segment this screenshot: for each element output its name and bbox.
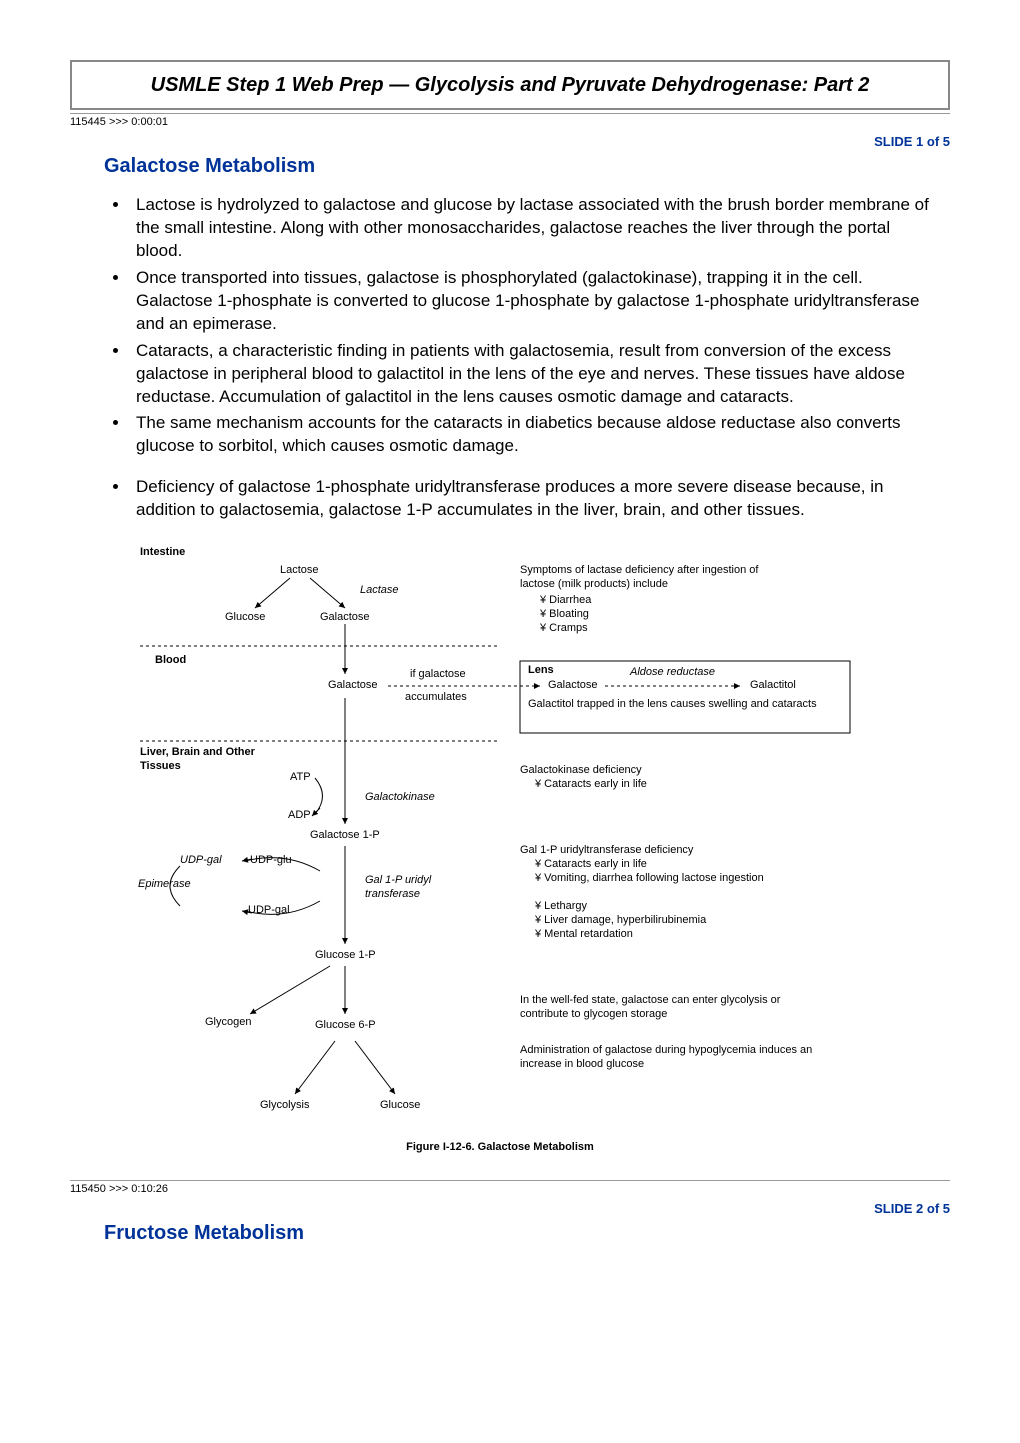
diagram-label: Blood — [155, 654, 186, 668]
diagram-label: Glucose 6-P — [315, 1019, 376, 1033]
diagram-label: Gal 1-P uridyltransferase deficiency — [520, 844, 693, 858]
slide-label-1: SLIDE 1 of 5 — [70, 134, 950, 149]
diagram-label: ATP — [290, 771, 311, 785]
diagram-galactose-metabolism: Intestine Lactose Lactase Glucose Galact… — [120, 546, 880, 1166]
diagram-label: Glycogen — [205, 1016, 251, 1030]
slide-label-2: SLIDE 2 of 5 — [70, 1201, 950, 1216]
diagram-label: Galactose — [320, 611, 370, 625]
title-box: USMLE Step 1 Web Prep — Glycolysis and P… — [70, 60, 950, 110]
diagram-label: Intestine — [140, 546, 185, 560]
diagram-label: Galactose 1-P — [310, 829, 380, 843]
section-heading-1: Galactose Metabolism — [104, 155, 950, 178]
diagram-arrows — [120, 546, 880, 1166]
diagram-label: Liver, Brain and Other Tissues — [140, 746, 260, 774]
diagram-label: ¥ Cataracts early in life — [535, 858, 647, 872]
diagram-label: Gal 1-P uridyl transferase — [365, 874, 445, 902]
diagram-label: accumulates — [405, 691, 467, 705]
diagram-label: UDP-gal — [180, 854, 222, 868]
diagram-label: Galactitol — [750, 679, 796, 693]
timestamp-1: 115445 >>> 0:00:01 — [70, 113, 950, 128]
diagram-label: ¥ Mental retardation — [535, 928, 633, 942]
bullet-list-1: Lactose is hydrolyzed to galactose and g… — [130, 194, 930, 522]
diagram-label: ¥ Liver damage, hyperbilirubinemia — [535, 914, 706, 928]
diagram-label: Galactokinase — [365, 791, 435, 805]
diagram-label: Galactose — [328, 679, 378, 693]
timestamp-2: 115450 >>> 0:10:26 — [70, 1180, 950, 1195]
diagram-label: Aldose reductase — [630, 666, 715, 680]
bullet-item: Once transported into tissues, galactose… — [130, 267, 930, 336]
section-heading-2: Fructose Metabolism — [104, 1222, 950, 1245]
diagram-label: if galactose — [410, 668, 466, 682]
diagram-label: ADP — [288, 809, 311, 823]
diagram-label: Glycolysis — [260, 1099, 310, 1113]
diagram-label: Lactose — [280, 564, 319, 578]
diagram-label: Glucose — [225, 611, 265, 625]
diagram-label: UDP-glu — [250, 854, 292, 868]
diagram-label: ¥ Bloating — [540, 608, 589, 622]
diagram-label: ¥ Cataracts early in life — [535, 778, 647, 792]
diagram-label: Galactose — [548, 679, 598, 693]
diagram-label: Glucose 1-P — [315, 949, 376, 963]
bullet-item: The same mechanism accounts for the cata… — [130, 412, 930, 458]
diagram-label: ¥ Diarrhea — [540, 594, 591, 608]
bullet-item: Cataracts, a characteristic finding in p… — [130, 340, 930, 409]
diagram-label: Galactokinase deficiency — [520, 764, 642, 778]
diagram-label: Epimerase — [138, 878, 191, 892]
diagram-label: Galactitol trapped in the lens causes sw… — [528, 698, 828, 712]
page-title: USMLE Step 1 Web Prep — Glycolysis and P… — [151, 74, 870, 96]
diagram-label: Glucose — [380, 1099, 420, 1113]
bullet-item: Lactose is hydrolyzed to galactose and g… — [130, 194, 930, 263]
diagram-label: ¥ Cramps — [540, 622, 588, 636]
bullet-item: Deficiency of galactose 1-phosphate urid… — [130, 476, 930, 522]
diagram-label: ¥ Lethargy — [535, 900, 587, 914]
diagram-label: Lactase — [360, 584, 399, 598]
diagram-label: Symptoms of lactase deficiency after ing… — [520, 564, 790, 592]
diagram-label: UDP-gal — [248, 904, 290, 918]
figure-caption: Figure I-12-6. Galactose Metabolism — [120, 1141, 880, 1155]
diagram-label: Administration of galactose during hypog… — [520, 1044, 820, 1072]
diagram-label: Lens — [528, 664, 554, 678]
diagram-label: ¥ Vomiting, diarrhea following lactose i… — [535, 872, 775, 886]
diagram-label: In the well-fed state, galactose can ent… — [520, 994, 820, 1022]
